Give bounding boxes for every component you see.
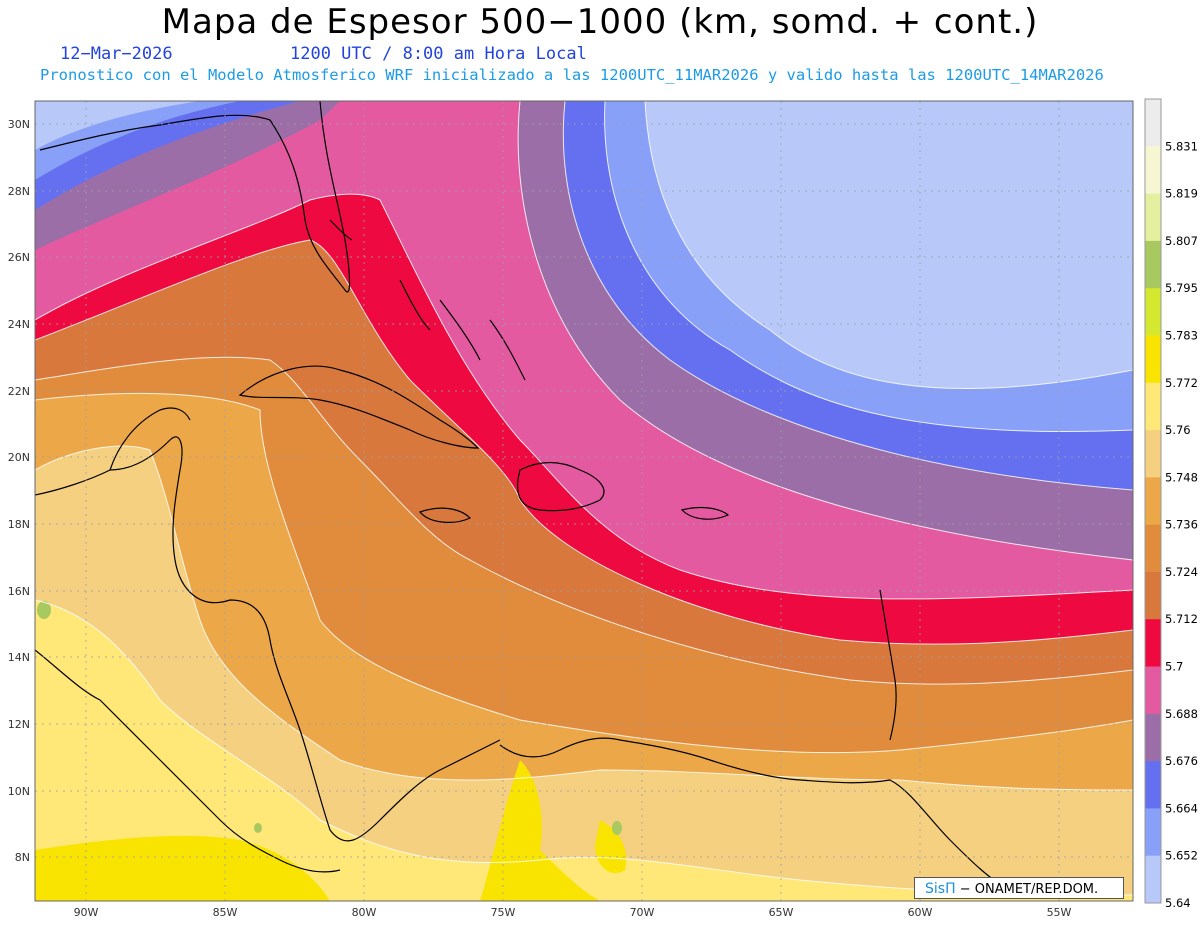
lon-label: 65W — [769, 906, 794, 919]
colorbar-label: 5.76 — [1165, 423, 1191, 437]
colorbar-swatch — [1145, 713, 1161, 762]
colorbar-label: 5.831 — [1165, 139, 1198, 153]
colorbar-label: 5.676 — [1165, 754, 1198, 768]
lon-label: 70W — [630, 906, 655, 919]
contour-lines — [35, 101, 1133, 896]
brand-logo-text: SisΠ — [925, 881, 956, 897]
colorbar-label: 5.819 — [1165, 187, 1198, 201]
forecast-note: Pronostico con el Modelo Atmosferico WRF… — [40, 66, 1104, 84]
map-frame — [34, 100, 1134, 902]
map-title: Mapa de Espesor 500−1000 (km, somd. + co… — [161, 2, 1039, 42]
longitude-labels: 90W 85W 80W 75W 70W 65W 60W 55W — [74, 906, 1072, 919]
colorbar-label: 5.724 — [1165, 565, 1198, 579]
colorbar-label: 5.772 — [1165, 376, 1198, 390]
lat-label: 10N — [8, 785, 30, 798]
lat-label: 16N — [8, 585, 30, 598]
colorbar-swatch — [1145, 808, 1161, 857]
colorbar-swatch — [1145, 146, 1161, 195]
colorbar-label: 5.64 — [1165, 896, 1191, 910]
colorbar-label: 5.795 — [1165, 281, 1198, 295]
colorbar-swatch — [1145, 193, 1161, 242]
colorbar-swatch — [1145, 666, 1161, 715]
lat-label: 12N — [8, 718, 30, 731]
lon-label: 85W — [213, 906, 238, 919]
latitude-labels: 30N 28N 26N 24N 22N 20N 18N 16N 14N 12N … — [8, 118, 30, 864]
colorbar-swatch — [1145, 571, 1161, 620]
colorbar-swatch — [1145, 524, 1161, 573]
colorbar-swatch — [1145, 335, 1161, 384]
credit-text: − ONAMET/REP.DOM. — [959, 882, 1099, 897]
lat-label: 24N — [8, 318, 30, 331]
colorbar-label: 5.783 — [1165, 328, 1198, 342]
colorbar-swatch — [1145, 240, 1161, 289]
colorbar-swatch — [1145, 430, 1161, 478]
colorbar-swatch — [1145, 382, 1161, 431]
colorbar-swatch — [1145, 855, 1161, 904]
colorbar-label: 5.688 — [1165, 707, 1198, 721]
colorbar-frame — [1144, 98, 1162, 904]
lat-label: 28N — [8, 185, 30, 198]
colorbar-label: 5.748 — [1165, 470, 1198, 484]
colorbar-label: 5.664 — [1165, 801, 1198, 815]
lon-label: 60W — [908, 906, 933, 919]
lon-label: 80W — [352, 906, 377, 919]
lat-label: 30N — [8, 118, 30, 131]
lat-label: 22N — [8, 385, 30, 398]
colorbar-swatch — [1145, 619, 1161, 668]
lat-label: 26N — [8, 251, 30, 264]
colorbar-label: 5.652 — [1165, 849, 1198, 863]
colorbar-swatch — [1145, 761, 1161, 809]
colorbar-label: 5.712 — [1165, 612, 1198, 626]
date-label: 12−Mar−2026 — [60, 44, 173, 64]
colorbar-swatch — [1145, 288, 1161, 336]
lat-label: 18N — [8, 518, 30, 531]
thickness-bands — [35, 101, 1133, 901]
lon-label: 90W — [74, 906, 99, 919]
colorbar-label: 5.736 — [1165, 518, 1198, 532]
colorbar-label: 5.7 — [1165, 660, 1183, 674]
colorbar: 5.831 5.819 5.807 5.795 5.783 5.772 5.76 5.748 5… — [1144, 98, 1198, 910]
lat-label: 14N — [8, 651, 30, 664]
colorbar-label: 5.807 — [1165, 234, 1198, 248]
lon-label: 55W — [1047, 906, 1072, 919]
lon-label: 75W — [491, 906, 516, 919]
lat-label: 20N — [8, 451, 30, 464]
lat-label: 8N — [15, 851, 30, 864]
time-label: 1200 UTC / 8:00 am Hora Local — [290, 44, 587, 64]
colorbar-swatch — [1145, 99, 1161, 147]
colorbar-swatch — [1145, 477, 1161, 526]
credit-box: SisΠ − ONAMET/REP.DOM. — [914, 877, 1124, 899]
lat-lon-grid — [35, 101, 1133, 901]
coastlines — [35, 101, 1011, 891]
